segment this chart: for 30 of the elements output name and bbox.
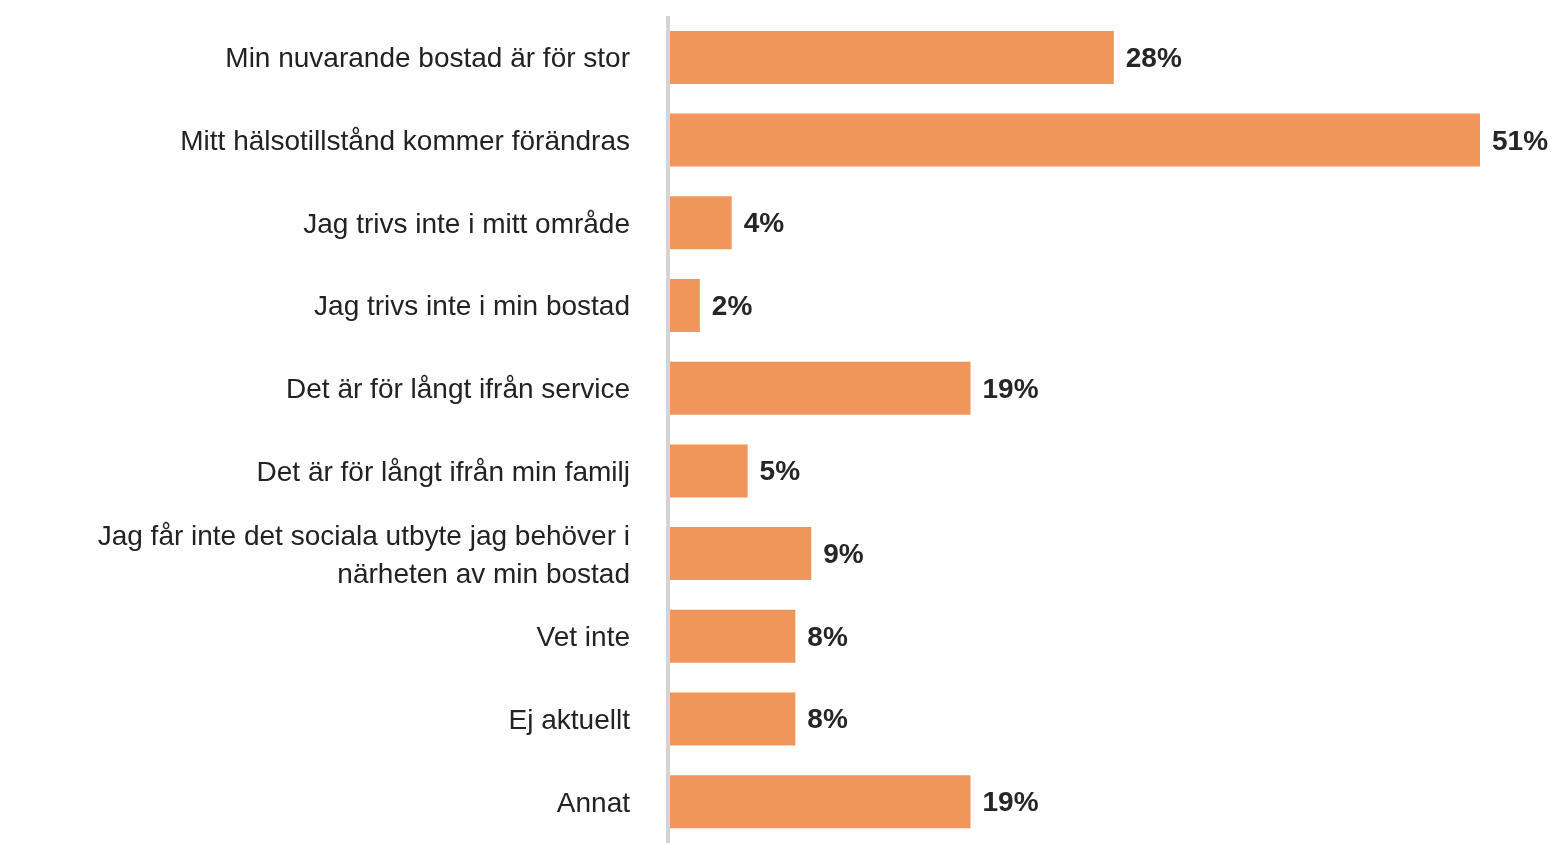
y-tick-label: Jag trivs inte i min bostad (314, 289, 630, 321)
y-tick-label: Jag får inte det sociala utbyte jag behöver i närheten av min bostad (97, 519, 630, 589)
y-tick-label: Vet inte (536, 620, 630, 652)
y-tick-label: Mitt hälsotillstånd kommer förändras (180, 124, 630, 156)
data-label: 8% (807, 620, 848, 652)
data-label: 28% (1125, 41, 1182, 73)
bar (668, 30, 1114, 84)
data-label: 9% (823, 538, 864, 570)
bar (668, 609, 796, 663)
bar (668, 527, 812, 581)
bar (668, 361, 971, 415)
data-label: 51% (1492, 124, 1549, 156)
y-tick-label: Det är för långt ifrån service (286, 372, 630, 404)
data-label: 19% (982, 372, 1039, 404)
data-label: 8% (807, 703, 848, 735)
bar (668, 775, 971, 829)
bar (668, 278, 700, 332)
data-label: 19% (982, 786, 1039, 818)
data-label: 4% (743, 207, 785, 239)
y-tick-label: Min nuvarande bostad är för stor (225, 41, 630, 73)
bar (668, 113, 1480, 167)
data-label: 2% (711, 289, 753, 321)
y-tick-label: Det är för långt ifrån min familj (256, 455, 630, 487)
y-tick-label: Annat (556, 786, 631, 818)
bar (668, 444, 748, 498)
y-tick-label: Jag trivs inte i mitt område (303, 207, 630, 239)
y-tick-label: Ej aktuellt (508, 703, 631, 735)
bar (668, 692, 796, 746)
data-label: 5% (759, 455, 801, 487)
bar (668, 196, 732, 250)
